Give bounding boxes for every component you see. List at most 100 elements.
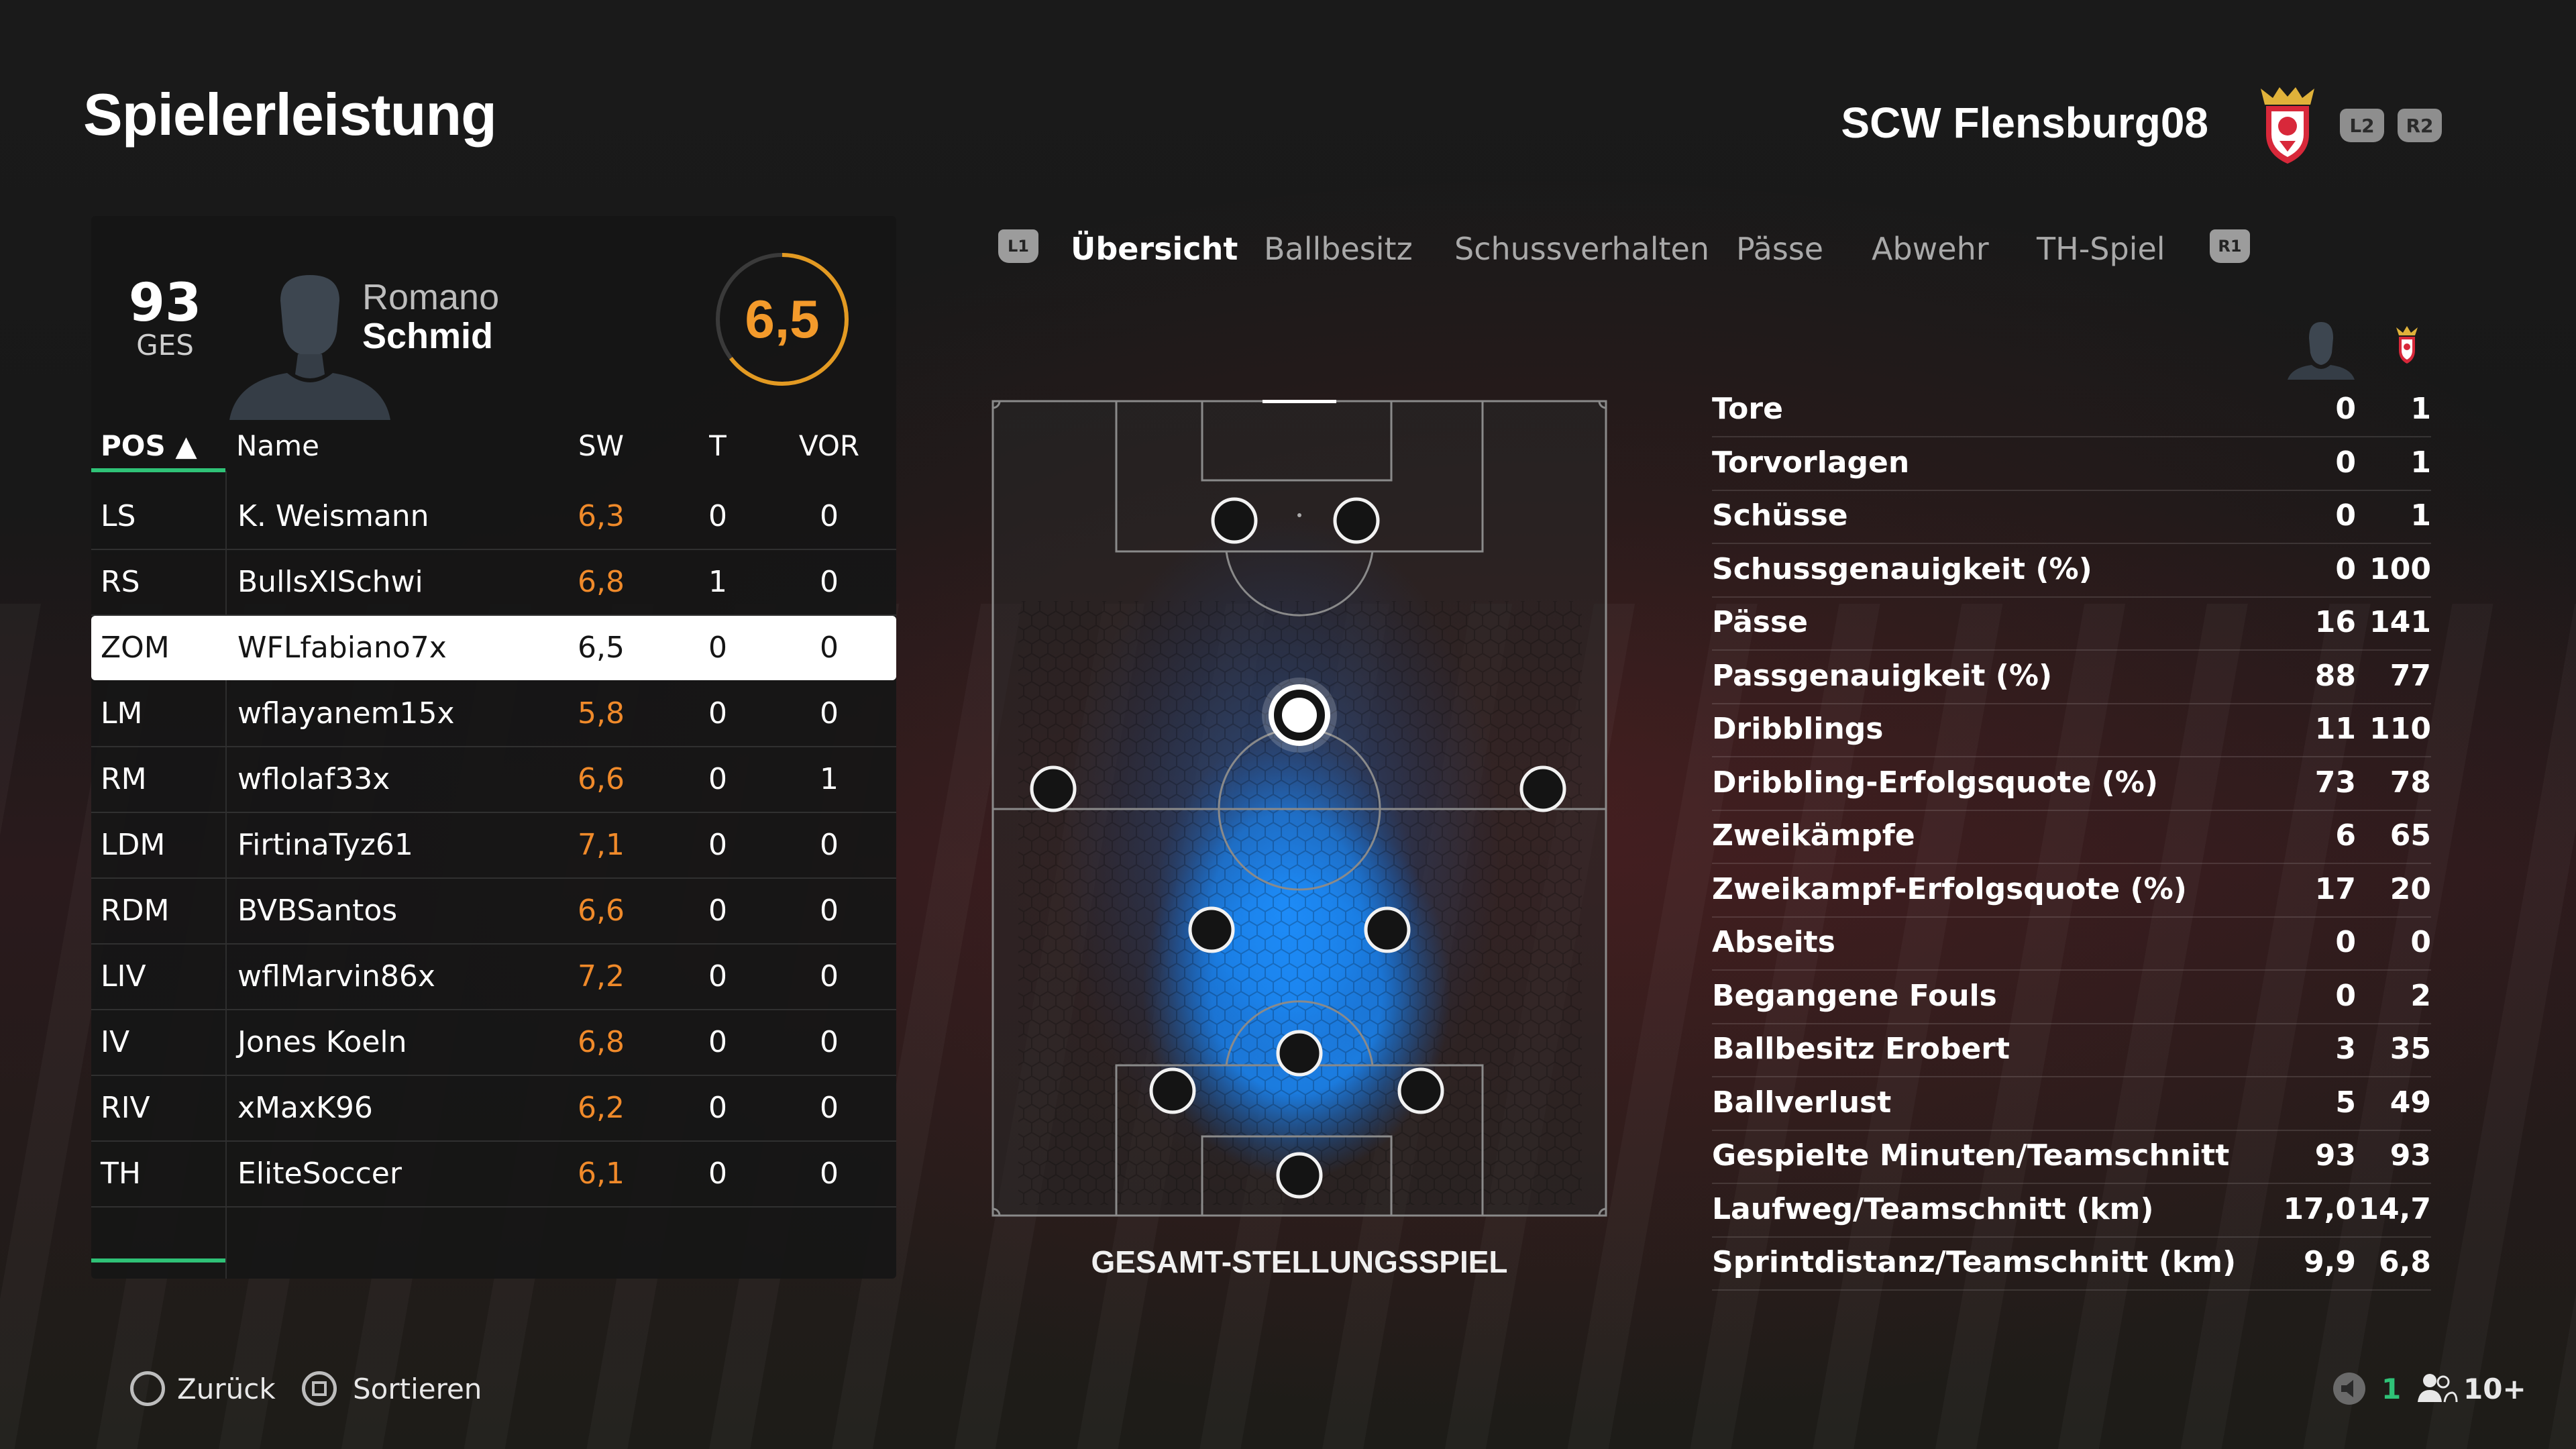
table-row[interactable]: LIV wflMarvin86x 7,2 0 0	[91, 945, 896, 1010]
l1-button[interactable]: L1	[998, 229, 1038, 263]
tab-abwehr[interactable]: Abwehr	[1872, 231, 1989, 267]
table-row[interactable]: RDM BVBSantos 6,6 0 0	[91, 879, 896, 945]
stat-label: Schussgenauigkeit (%)	[1712, 551, 2092, 586]
stat-row: Ballbesitz Erobert 3 35	[1712, 1024, 2431, 1077]
stat-label: Dribblings	[1712, 712, 1884, 746]
stat-label: Laufweg/Teamschnitt (km)	[1712, 1191, 2154, 1226]
tab-paesse[interactable]: Pässe	[1736, 231, 1824, 267]
marker-th	[1276, 1152, 1323, 1199]
row-position: RIV	[101, 1091, 150, 1125]
page-title: Spielerleistung	[83, 81, 497, 148]
table-row[interactable]: LDM FirtinaTyz61 7,1 0 0	[91, 813, 896, 879]
tab-th-spiel[interactable]: TH-Spiel	[2037, 231, 2165, 267]
stat-label: Dribbling-Erfolgsquote (%)	[1712, 765, 2158, 800]
sw-header[interactable]: SW	[578, 429, 625, 462]
table-row[interactable]: RIV xMaxK96 6,2 0 0	[91, 1076, 896, 1142]
row-position: LDM	[101, 828, 166, 862]
row-position: LIV	[101, 959, 146, 994]
row-assists: 1	[820, 762, 839, 796]
stat-player-value: 0	[2335, 392, 2356, 426]
stat-row: Dribbling-Erfolgsquote (%) 73 78	[1712, 757, 2431, 811]
stat-team-value: 100	[2369, 551, 2431, 586]
stat-row: Dribblings 11 110	[1712, 704, 2431, 757]
marker-riv	[1397, 1067, 1444, 1114]
row-position: LS	[101, 499, 136, 533]
player-first-name: Romano	[362, 277, 500, 317]
marker-iv	[1276, 1030, 1323, 1077]
back-button[interactable]: Zurück	[130, 1371, 276, 1406]
stat-row: Passgenauigkeit (%) 88 77	[1712, 651, 2431, 704]
tab-ballbesitz[interactable]: Ballbesitz	[1264, 231, 1413, 267]
t-header[interactable]: T	[709, 429, 727, 462]
row-player-name: BVBSantos	[237, 894, 398, 928]
speaker-icon	[2333, 1373, 2365, 1405]
tab-uebersicht[interactable]: Übersicht	[1071, 231, 1238, 267]
positioning-pitch	[991, 400, 1607, 1217]
stat-label: Gespielte Minuten/Teamschnitt	[1712, 1138, 2230, 1173]
row-position: RM	[101, 762, 147, 796]
stat-label: Sprintdistanz/Teamschnitt (km)	[1712, 1245, 2237, 1279]
row-position: ZOM	[101, 631, 170, 665]
team-column-icon	[2396, 326, 2418, 364]
stat-row: Zweikämpfe 6 65	[1712, 810, 2431, 864]
marker-ldm	[1188, 906, 1235, 953]
stat-team-value: 2	[2410, 978, 2431, 1013]
table-row[interactable]: RM wflolaf33x 6,6 0 1	[91, 747, 896, 813]
club-crest-icon	[2261, 87, 2314, 164]
pitch-caption: GESAMT-STELLUNGSSPIEL	[1091, 1244, 1508, 1279]
tab-schussverhalten[interactable]: Schussverhalten	[1454, 231, 1709, 267]
stat-row: Gespielte Minuten/Teamschnitt 93 93	[1712, 1130, 2431, 1184]
club-name: SCW Flensburg08	[1841, 99, 2208, 147]
table-row[interactable]: IV Jones Koeln 6,8 0 0	[91, 1010, 896, 1076]
formation-markers	[1030, 497, 1566, 1199]
row-player-name: wflMarvin86x	[237, 959, 435, 994]
stat-row: Schüsse 0 1	[1712, 490, 2431, 544]
square-button-icon	[302, 1371, 337, 1406]
stat-player-value: 5	[2335, 1085, 2356, 1120]
stat-player-value: 0	[2335, 445, 2356, 480]
match-rating: 6,5	[714, 251, 851, 388]
row-rating: 7,1	[578, 828, 625, 862]
row-rating: 6,1	[578, 1157, 625, 1191]
stat-label: Schüsse	[1712, 498, 1848, 533]
row-rating: 5,8	[578, 696, 625, 731]
stat-label: Passgenauigkeit (%)	[1712, 658, 2053, 693]
row-rating: 7,2	[578, 959, 625, 994]
stat-team-value: 110	[2369, 712, 2431, 746]
vor-header[interactable]: VOR	[798, 429, 860, 462]
users-icon	[2418, 1374, 2458, 1403]
l2-button[interactable]: L2	[2340, 109, 2384, 142]
marker-rs	[1333, 497, 1380, 544]
column-divider	[225, 471, 227, 1279]
stat-row: Begangene Fouls 0 2	[1712, 971, 2431, 1024]
player-silhouette-icon	[223, 275, 397, 420]
row-goals: 0	[708, 1157, 727, 1191]
name-header[interactable]: Name	[236, 429, 319, 462]
stat-team-value: 93	[2390, 1138, 2431, 1173]
row-player-name: xMaxK96	[237, 1091, 373, 1125]
stat-label: Abseits	[1712, 925, 1835, 959]
row-player-name: BullsXISchwi	[237, 565, 423, 599]
sort-button[interactable]: Sortieren	[302, 1371, 482, 1406]
player-last-name: Schmid	[362, 316, 494, 356]
stat-row: Zweikampf-Erfolgsquote (%) 17 20	[1712, 864, 2431, 918]
row-assists: 0	[820, 696, 839, 731]
stat-row: Torvorlagen 0 1	[1712, 437, 2431, 491]
row-goals: 0	[708, 631, 727, 665]
r1-button[interactable]: R1	[2210, 229, 2250, 263]
table-row[interactable]: LS K. Weismann 6,3 0 0	[91, 484, 896, 550]
row-rating: 6,2	[578, 1091, 625, 1125]
table-row[interactable]: RS BullsXISchwi 6,8 1 0	[91, 550, 896, 616]
stat-player-value: 0	[2335, 498, 2356, 533]
row-player-name: K. Weismann	[237, 499, 429, 533]
r2-button[interactable]: R2	[2398, 109, 2442, 142]
table-row[interactable]: TH EliteSoccer 6,1 0 0	[91, 1142, 896, 1208]
marker-rdm	[1364, 906, 1411, 953]
marker-selected-player	[1262, 678, 1337, 753]
table-row[interactable]: LM wflayanem15x 5,8 0 0	[91, 682, 896, 747]
table-row[interactable]: ZOM WFLfabiano7x 6,5 0 0	[91, 616, 896, 680]
stat-team-value: 77	[2390, 658, 2431, 693]
sort-pos-header[interactable]: POS ▲	[101, 429, 197, 462]
stat-team-value: 141	[2369, 605, 2431, 639]
row-rating: 6,6	[578, 762, 625, 796]
